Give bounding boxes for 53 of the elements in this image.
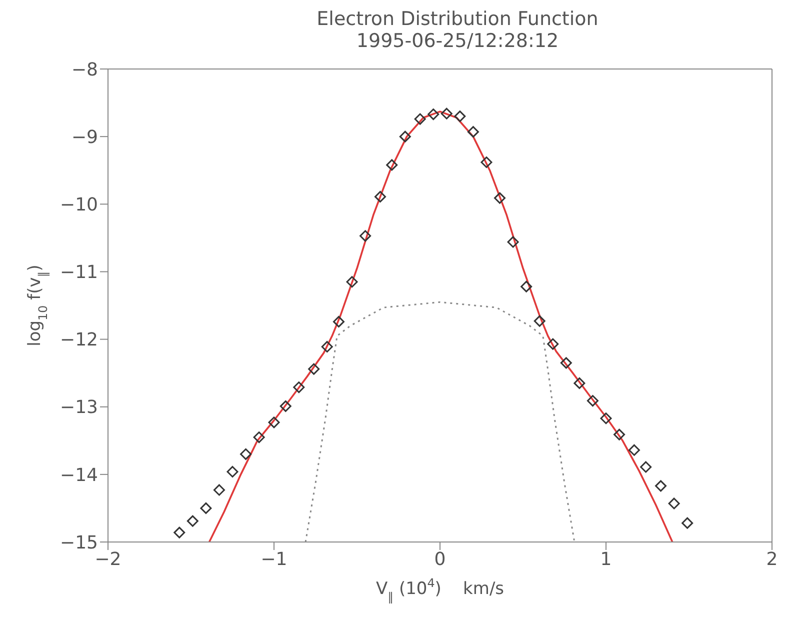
point: [668, 498, 680, 510]
point: [346, 276, 358, 288]
chart-title: Electron Distribution Function: [316, 8, 600, 30]
point: [428, 108, 440, 120]
x-tick-label: 1: [600, 548, 612, 570]
point: [186, 515, 198, 527]
point: [507, 236, 519, 248]
point: [682, 517, 694, 529]
point: [399, 130, 411, 142]
point: [332, 316, 344, 328]
point: [386, 159, 398, 171]
x-axis-title: V$_{∥}$ (10$^{4}$) km/s: [376, 576, 504, 604]
point: [640, 461, 652, 473]
point: [600, 412, 612, 424]
point: [374, 190, 386, 202]
point: [494, 192, 506, 204]
point: [560, 357, 572, 369]
point: [226, 466, 238, 478]
point: [240, 448, 252, 460]
y-tick-label: −11: [60, 262, 98, 284]
point: [213, 484, 225, 496]
point: [174, 526, 186, 538]
x-tick-label: 0: [434, 548, 446, 570]
point: [200, 502, 212, 514]
point: [293, 382, 305, 394]
point: [321, 340, 333, 352]
x-tick-label: −1: [260, 548, 288, 570]
y-tick-label: −8: [71, 59, 98, 80]
point: [467, 126, 479, 138]
point: [547, 338, 559, 350]
point: [628, 444, 640, 456]
y-tick-label: −10: [60, 194, 98, 216]
point: [520, 280, 532, 292]
point: [268, 416, 280, 428]
point: [655, 480, 667, 492]
point: [614, 428, 626, 440]
y-tick-label: −12: [60, 330, 98, 351]
y-tick-label: −13: [60, 397, 98, 418]
point: [480, 156, 492, 168]
point: [414, 113, 426, 125]
y-tick-label: −14: [60, 464, 98, 486]
chart-subtitle: 1995-06-25/12:28:12: [355, 30, 560, 52]
point: [360, 230, 372, 242]
point: [574, 377, 586, 389]
point: [440, 108, 452, 120]
point: [280, 400, 292, 412]
point: [308, 363, 320, 375]
point: [253, 432, 265, 444]
point: [534, 315, 546, 327]
x-tick-label: 2: [766, 548, 778, 570]
point: [454, 110, 466, 122]
point: [586, 395, 598, 407]
y-tick-label: −9: [71, 126, 98, 148]
